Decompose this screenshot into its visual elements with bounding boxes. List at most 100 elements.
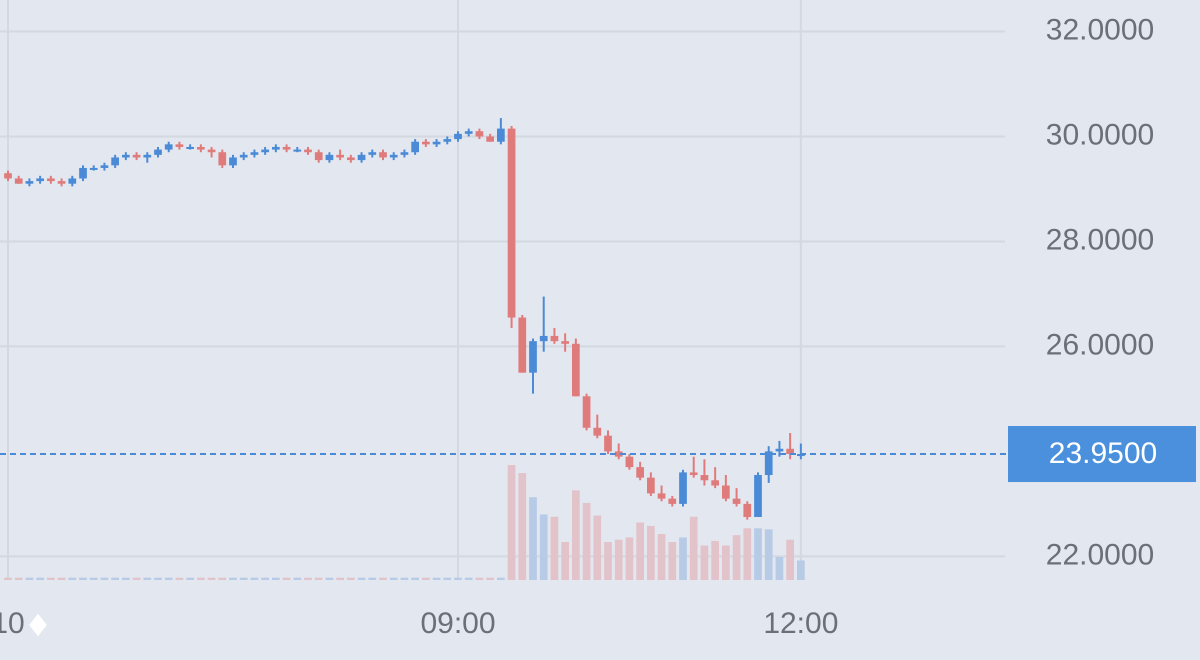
volume-bar <box>561 542 569 580</box>
candle-body <box>336 154 344 158</box>
last-price-badge <box>1008 426 1196 483</box>
volume-bar <box>122 577 130 580</box>
volume-bar <box>679 537 687 580</box>
volume-bar <box>79 577 87 580</box>
candle-body <box>497 128 505 142</box>
volume-bar <box>239 577 248 580</box>
candle-body <box>550 335 559 342</box>
volume-bar <box>368 577 377 580</box>
volume-bar <box>722 545 730 580</box>
volume-bar <box>711 540 719 580</box>
candle-body <box>443 139 452 142</box>
volume-bar <box>250 577 259 580</box>
volume-bar <box>336 577 344 580</box>
candle-body <box>764 451 773 476</box>
candle-body <box>454 133 462 140</box>
volume-bar <box>582 502 591 580</box>
candle-body <box>593 427 602 436</box>
volume-bar <box>786 539 794 580</box>
volume-bar <box>647 525 655 580</box>
volume-bar <box>411 577 419 580</box>
candle-body <box>754 475 762 518</box>
volume-bar <box>593 515 602 580</box>
volume-bar <box>4 577 12 580</box>
candle-body <box>379 152 387 158</box>
candle-body <box>261 149 269 153</box>
volume-bar <box>464 577 473 580</box>
candle-body <box>775 448 784 452</box>
candle-body <box>604 435 612 452</box>
volume-bar <box>550 516 559 580</box>
volume-bar <box>261 577 269 580</box>
candle-body <box>282 146 291 150</box>
candle-body <box>314 152 323 161</box>
candle-body <box>89 167 98 170</box>
volume-bar <box>486 577 494 580</box>
volume-bar <box>304 577 312 580</box>
volume-bar <box>272 577 280 580</box>
volume-bar <box>175 577 184 580</box>
volume-bar <box>432 577 441 580</box>
volume-bar <box>700 545 709 580</box>
volume-bar <box>14 577 23 580</box>
candle-body <box>432 141 441 145</box>
y-tick-label: 22.0000 <box>1046 538 1154 571</box>
last-price-label: 23.9500 <box>1049 437 1157 470</box>
candle-body <box>4 173 12 179</box>
y-tick-label: 32.0000 <box>1046 13 1154 46</box>
candle-body <box>539 335 548 342</box>
candle-body <box>561 341 569 344</box>
volume-bar <box>111 577 119 580</box>
volume-bar <box>443 577 452 580</box>
volume-bar <box>422 577 430 580</box>
y-tick-label: 28.0000 <box>1046 223 1154 256</box>
x-tick-label: 10 <box>0 607 25 640</box>
y-tick-label: 30.0000 <box>1046 118 1154 151</box>
volume-bar <box>572 490 580 580</box>
candle-body <box>475 131 484 137</box>
volume-bar <box>539 514 548 580</box>
candle-body <box>218 152 227 166</box>
candle-body <box>422 141 430 145</box>
candle-body <box>25 181 34 184</box>
volume-bar <box>764 529 773 580</box>
volume-bar <box>89 577 98 580</box>
volume-bar <box>314 577 323 580</box>
candle-body <box>572 343 580 397</box>
candle-body <box>272 146 280 150</box>
candle-body <box>197 146 205 150</box>
candle-body <box>582 396 591 428</box>
candle-body <box>239 154 248 158</box>
volume-bar <box>68 577 77 580</box>
volume-bar <box>229 577 237 580</box>
volume-bar <box>657 534 666 580</box>
volume-bar <box>207 577 216 580</box>
volume-bar <box>357 577 366 580</box>
candle-body <box>518 317 527 373</box>
candle-body <box>529 341 537 373</box>
candle-body <box>357 154 366 161</box>
volume-bar <box>775 557 784 580</box>
candle-body <box>743 503 752 518</box>
logo-icon <box>26 610 50 640</box>
candle-body <box>486 136 494 142</box>
candle-body <box>111 157 119 166</box>
volume-bar <box>379 577 387 580</box>
volume-bar <box>497 577 505 580</box>
volume-bar <box>507 465 516 580</box>
candle-body <box>175 144 184 147</box>
candle-body <box>668 498 677 504</box>
candle-body <box>400 152 409 155</box>
volume-bar <box>400 577 409 580</box>
volume-bar <box>25 577 34 580</box>
volume-bar <box>529 497 537 580</box>
candle-body <box>657 493 666 499</box>
volume-bar <box>689 516 698 580</box>
candle-body <box>36 178 44 182</box>
candle-body <box>250 152 259 155</box>
volume-bar <box>154 577 162 580</box>
candle-body <box>79 167 87 179</box>
volume-bar <box>186 577 194 580</box>
